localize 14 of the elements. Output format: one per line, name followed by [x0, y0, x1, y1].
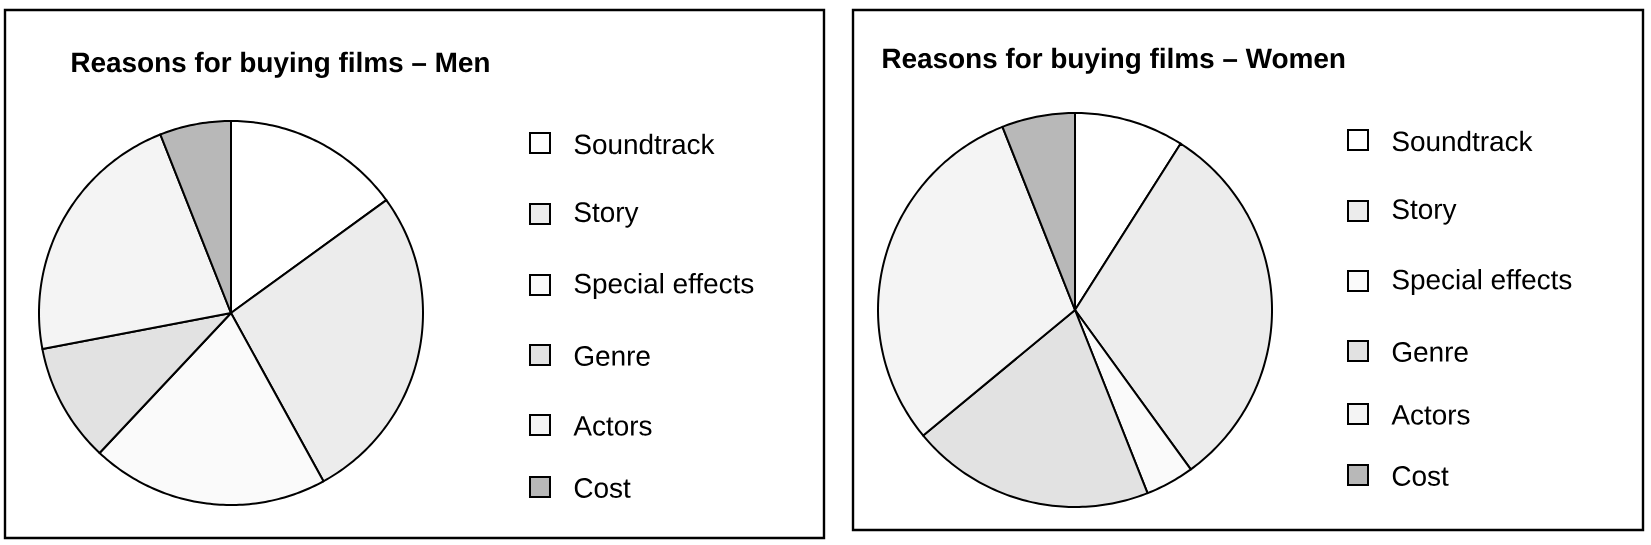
legend-label: Soundtrack: [1392, 130, 1533, 152]
legend-label: Story: [574, 202, 639, 228]
legend-label: Special effects: [1392, 269, 1572, 295]
legend-label: Genre: [1392, 342, 1468, 362]
legend-label: Cost: [574, 478, 631, 498]
legend-label: Special effects: [574, 273, 754, 299]
chart-title: Reasons for buying films – Women: [883, 47, 1345, 74]
legend-label: Soundtrack: [574, 133, 715, 155]
legend-label: Story: [1392, 199, 1457, 225]
legend-label: Actors: [1391, 405, 1470, 425]
chart-title: Reasons for buying films – Men: [72, 51, 489, 78]
legend-label: Cost: [1392, 466, 1449, 486]
legend-label: Genre: [574, 346, 650, 366]
legend-label: Actors: [573, 416, 652, 436]
